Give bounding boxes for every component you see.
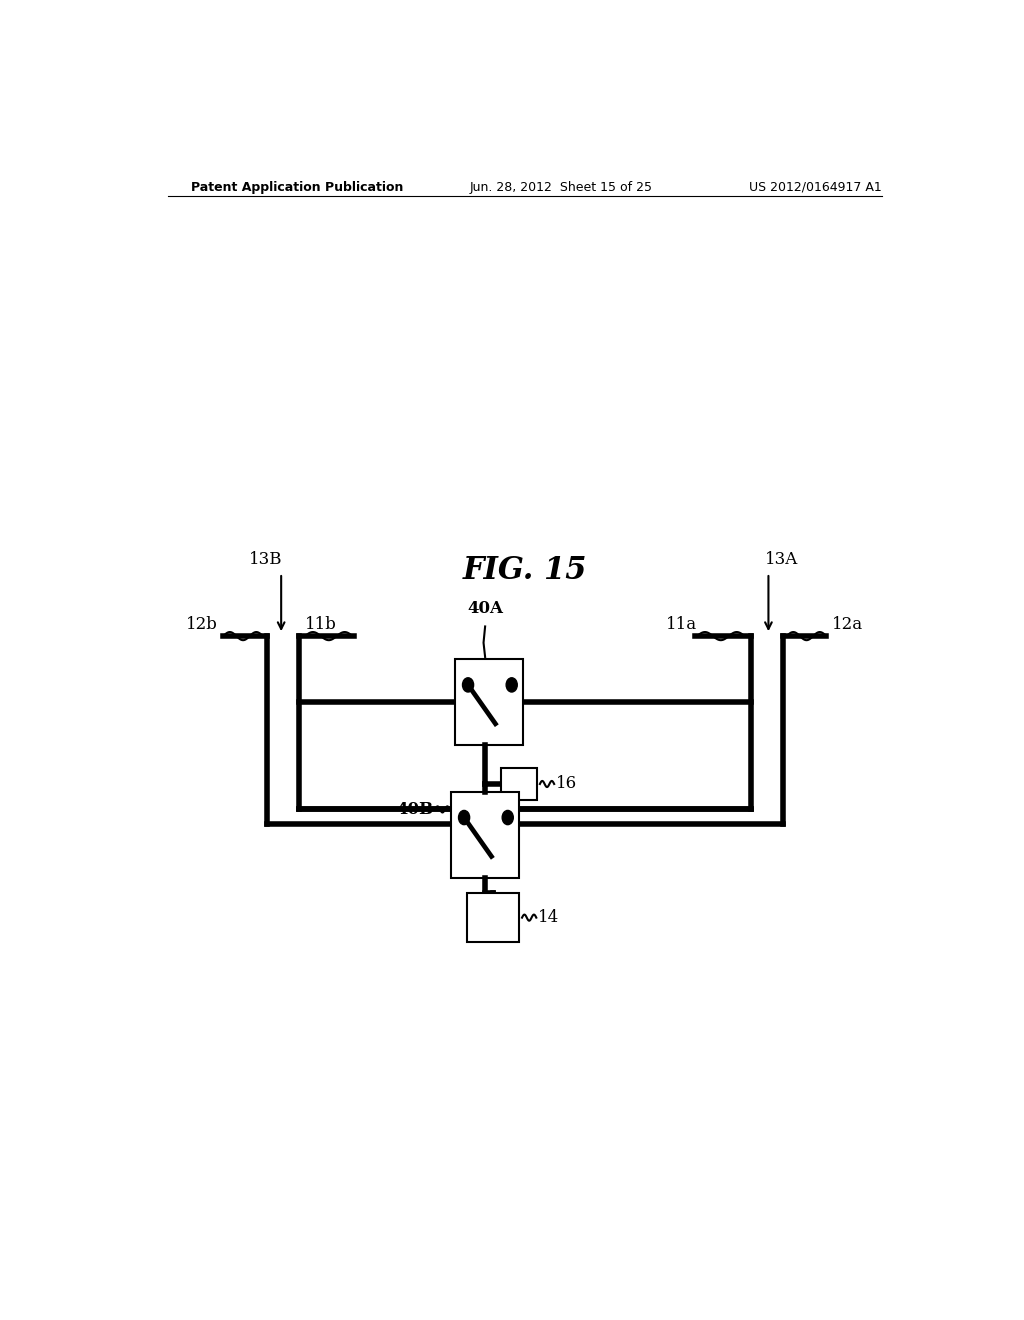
Text: 40B: 40B [396,801,433,818]
Bar [452,792,519,878]
Text: 40A: 40A [467,599,503,616]
Text: 11b: 11b [305,616,337,634]
Circle shape [502,810,513,825]
Text: 16: 16 [556,775,577,792]
Text: Patent Application Publication: Patent Application Publication [191,181,403,194]
Bar [501,768,537,800]
Bar [456,659,523,746]
Circle shape [506,677,517,692]
Text: Jun. 28, 2012  Sheet 15 of 25: Jun. 28, 2012 Sheet 15 of 25 [469,181,652,194]
Text: 13A: 13A [765,552,798,569]
Text: US 2012/0164917 A1: US 2012/0164917 A1 [750,181,882,194]
Text: 11a: 11a [666,616,697,634]
Text: 12b: 12b [185,616,218,634]
Text: 12a: 12a [831,616,863,634]
Circle shape [459,810,470,825]
Text: 13B: 13B [250,552,283,569]
Text: 14: 14 [538,909,559,927]
Bar [467,894,519,942]
Text: FIG. 15: FIG. 15 [463,554,587,586]
Circle shape [463,677,474,692]
